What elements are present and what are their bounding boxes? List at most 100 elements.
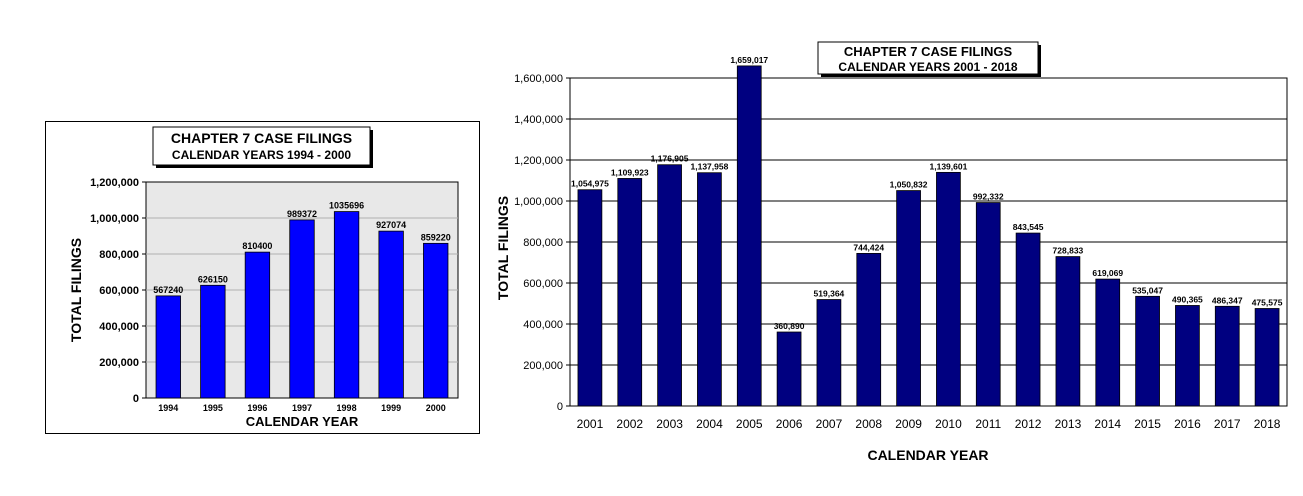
bar (697, 172, 722, 407)
bar-value-label: 927074 (376, 220, 406, 230)
bar (1254, 308, 1280, 407)
bar (333, 211, 360, 399)
x-tick-label: 2012 (1015, 417, 1042, 431)
bar (200, 284, 226, 399)
bar-value-label: 475,575 (1252, 298, 1283, 308)
bar-value-label: 619,069 (1092, 268, 1123, 278)
bar (617, 178, 643, 407)
x-tick-label: 1994 (158, 403, 178, 413)
x-tick-label: 1996 (247, 403, 267, 413)
y-tick-label: 200,000 (99, 357, 139, 369)
x-tick-label: 2014 (1094, 417, 1121, 431)
bar-value-label: 1,176,905 (651, 154, 689, 164)
bar-value-label: 1,054,975 (571, 179, 609, 189)
bar-value-label: 1,050,832 (890, 180, 928, 190)
y-tick-label: 200,000 (523, 360, 563, 372)
x-tick-label: 1999 (381, 403, 401, 413)
x-tick-label: 2001 (577, 417, 604, 431)
bar-value-label: 1,139,601 (930, 161, 968, 171)
x-tick-label: 2013 (1055, 417, 1082, 431)
bar (289, 219, 315, 399)
chart-title: CHAPTER 7 CASE FILINGS (844, 44, 1013, 59)
y-tick-label: 1,600,000 (514, 73, 563, 85)
bar (1135, 295, 1160, 407)
x-tick-label: 2002 (616, 417, 643, 431)
bar (856, 252, 882, 407)
chart-2001-2018: CHAPTER 7 CASE FILINGS CALENDAR YEARS 200… (495, 38, 1295, 470)
bar-value-label: 486,347 (1212, 295, 1243, 305)
bar (657, 164, 682, 407)
y-axis-title: TOTAL FILINGS (68, 238, 84, 342)
bar-value-label: 992,332 (973, 192, 1004, 202)
bar (816, 299, 842, 407)
bar-value-label: 490,365 (1172, 294, 1203, 304)
bar (776, 331, 802, 407)
y-tick-label: 1,000,000 (514, 196, 563, 208)
chart-subtitle: CALENDAR YEARS 2001 - 2018 (838, 60, 1018, 74)
x-tick-label: 2010 (935, 417, 962, 431)
bar-value-label: 728,833 (1053, 246, 1084, 256)
chart-title: CHAPTER 7 CASE FILINGS (171, 130, 352, 146)
x-tick-label: 2017 (1214, 417, 1241, 431)
bar (577, 189, 603, 407)
y-tick-label: 600,000 (523, 278, 563, 290)
bar-value-label: 810400 (242, 241, 272, 251)
x-tick-label: 2004 (696, 417, 723, 431)
chart-1994-2000-svg: CHAPTER 7 CASE FILINGS CALENDAR YEARS 199… (68, 126, 459, 429)
y-tick-label: 800,000 (523, 237, 563, 249)
y-tick-label: 600,000 (99, 285, 139, 297)
y-tick-label: 1,200,000 (90, 177, 139, 189)
y-tick-label: 0 (557, 401, 563, 413)
y-tick-label: 400,000 (99, 321, 139, 333)
x-tick-label: 1995 (203, 403, 223, 413)
x-tick-label: 2000 (426, 403, 446, 413)
x-tick-label: 1997 (292, 403, 312, 413)
bar-value-label: 1,137,958 (691, 162, 729, 172)
bar (423, 242, 449, 399)
x-tick-label: 2007 (816, 417, 843, 431)
y-tick-label: 800,000 (99, 249, 139, 261)
bar (378, 230, 404, 399)
y-tick-label: 1,200,000 (514, 155, 563, 167)
x-tick-label: 2018 (1254, 417, 1281, 431)
x-axis-title: CALENDAR YEAR (246, 414, 359, 429)
bar (1175, 305, 1200, 407)
x-tick-label: 2003 (656, 417, 683, 431)
bar-value-label: 360,890 (774, 321, 805, 331)
x-tick-label: 2009 (895, 417, 922, 431)
bar-value-label: 567240 (153, 285, 183, 295)
bar (896, 190, 921, 407)
y-tick-label: 1,400,000 (514, 114, 563, 126)
y-tick-label: 400,000 (523, 319, 563, 331)
x-tick-label: 1998 (337, 403, 357, 413)
chart-subtitle: CALENDAR YEARS 1994 - 2000 (172, 148, 352, 162)
bar (155, 295, 181, 399)
y-tick-label: 1,000,000 (90, 213, 139, 225)
chart-1994-2000: CHAPTER 7 CASE FILINGS CALENDAR YEARS 199… (45, 121, 480, 434)
x-tick-label: 2016 (1174, 417, 1201, 431)
bar-value-label: 859220 (421, 232, 451, 242)
x-axis-title: CALENDAR YEAR (867, 447, 988, 463)
bar-value-label: 1035696 (329, 201, 364, 211)
bar-value-label: 535,047 (1132, 285, 1163, 295)
bar (975, 202, 1001, 407)
x-tick-label: 2008 (855, 417, 882, 431)
x-tick-label: 2006 (776, 417, 803, 431)
y-axis-title: TOTAL FILINGS (495, 196, 511, 300)
x-tick-label: 2015 (1134, 417, 1161, 431)
bar (1095, 278, 1121, 407)
bar (1055, 256, 1081, 407)
bar (936, 171, 961, 407)
bar-value-label: 519,364 (814, 289, 845, 299)
bar-value-label: 626150 (198, 274, 228, 284)
bar (1015, 232, 1041, 407)
y-tick-label: 0 (133, 393, 139, 405)
bar-value-label: 744,424 (853, 242, 884, 252)
bar-value-label: 1,109,923 (611, 167, 649, 177)
x-tick-label: 2005 (736, 417, 763, 431)
bar-value-label: 1,659,017 (730, 55, 768, 65)
bar (244, 251, 271, 399)
x-tick-label: 2011 (975, 417, 1001, 431)
bar (1214, 305, 1240, 407)
